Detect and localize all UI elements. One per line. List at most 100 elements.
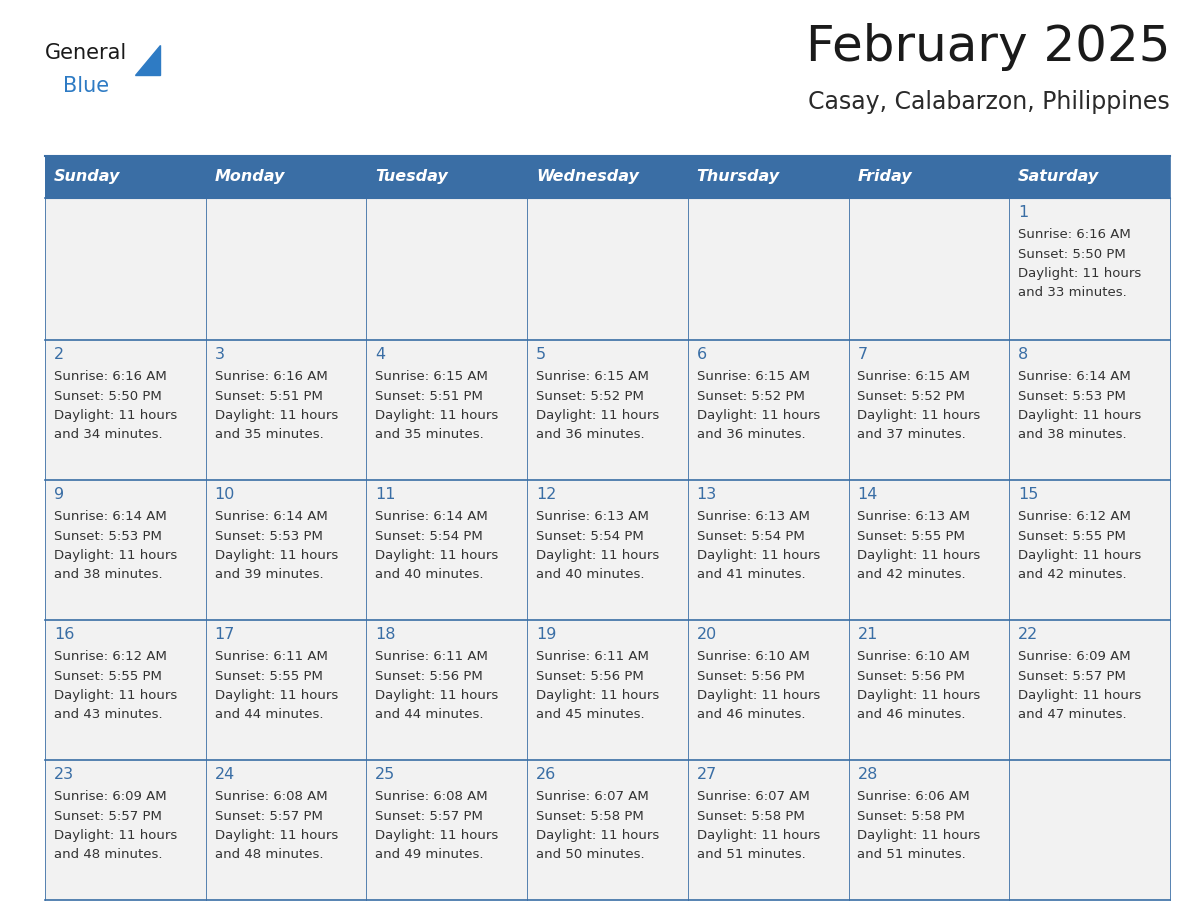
Bar — [688, 340, 848, 480]
Text: Sunrise: 6:15 AM: Sunrise: 6:15 AM — [696, 370, 809, 383]
Text: and 51 minutes.: and 51 minutes. — [696, 848, 805, 861]
Text: Sunset: 5:56 PM: Sunset: 5:56 PM — [536, 669, 644, 682]
Text: Friday: Friday — [858, 170, 912, 185]
Text: and 34 minutes.: and 34 minutes. — [53, 429, 163, 442]
Bar — [1010, 340, 1170, 480]
Text: Sunrise: 6:07 AM: Sunrise: 6:07 AM — [696, 790, 809, 803]
Text: Sunset: 5:50 PM: Sunset: 5:50 PM — [1018, 248, 1126, 261]
Text: and 38 minutes.: and 38 minutes. — [53, 568, 163, 581]
Text: Sunrise: 6:08 AM: Sunrise: 6:08 AM — [375, 790, 488, 803]
Bar — [45, 198, 206, 340]
Text: 8: 8 — [1018, 347, 1029, 362]
Text: and 48 minutes.: and 48 minutes. — [215, 848, 323, 861]
Text: Daylight: 11 hours: Daylight: 11 hours — [375, 549, 499, 562]
Text: 9: 9 — [53, 487, 64, 502]
Text: Sunset: 5:53 PM: Sunset: 5:53 PM — [53, 530, 162, 543]
Text: Wednesday: Wednesday — [536, 170, 639, 185]
Text: 23: 23 — [53, 767, 74, 782]
Text: Daylight: 11 hours: Daylight: 11 hours — [1018, 409, 1142, 422]
Text: Sunrise: 6:11 AM: Sunrise: 6:11 AM — [215, 650, 328, 663]
Text: Saturday: Saturday — [1018, 170, 1099, 185]
Text: Daylight: 11 hours: Daylight: 11 hours — [215, 409, 337, 422]
Text: Daylight: 11 hours: Daylight: 11 hours — [858, 829, 980, 842]
Text: Daylight: 11 hours: Daylight: 11 hours — [696, 409, 820, 422]
Text: and 36 minutes.: and 36 minutes. — [536, 429, 645, 442]
Text: Sunset: 5:55 PM: Sunset: 5:55 PM — [215, 669, 322, 682]
Text: and 46 minutes.: and 46 minutes. — [858, 709, 966, 722]
Text: Daylight: 11 hours: Daylight: 11 hours — [1018, 549, 1142, 562]
Text: Sunset: 5:51 PM: Sunset: 5:51 PM — [215, 389, 322, 402]
Bar — [848, 198, 1010, 340]
Text: Sunrise: 6:10 AM: Sunrise: 6:10 AM — [858, 650, 971, 663]
Text: 18: 18 — [375, 627, 396, 642]
Bar — [366, 198, 527, 340]
Text: 21: 21 — [858, 627, 878, 642]
Text: Sunrise: 6:14 AM: Sunrise: 6:14 AM — [375, 510, 488, 523]
Bar — [45, 156, 1170, 198]
Text: Casay, Calabarzon, Philippines: Casay, Calabarzon, Philippines — [808, 90, 1170, 114]
Text: Sunset: 5:56 PM: Sunset: 5:56 PM — [858, 669, 965, 682]
Bar — [688, 198, 848, 340]
Text: Sunset: 5:57 PM: Sunset: 5:57 PM — [215, 810, 322, 823]
Text: Sunset: 5:54 PM: Sunset: 5:54 PM — [375, 530, 484, 543]
Text: Daylight: 11 hours: Daylight: 11 hours — [858, 549, 980, 562]
Text: Sunset: 5:53 PM: Sunset: 5:53 PM — [215, 530, 322, 543]
Text: Daylight: 11 hours: Daylight: 11 hours — [1018, 689, 1142, 702]
Text: and 43 minutes.: and 43 minutes. — [53, 709, 163, 722]
Bar — [206, 480, 366, 620]
Bar — [45, 340, 206, 480]
Bar — [45, 760, 206, 900]
Bar — [848, 620, 1010, 760]
Text: and 50 minutes.: and 50 minutes. — [536, 848, 645, 861]
Text: 6: 6 — [696, 347, 707, 362]
Text: and 38 minutes.: and 38 minutes. — [1018, 429, 1126, 442]
Text: February 2025: February 2025 — [805, 23, 1170, 71]
Bar — [366, 620, 527, 760]
Bar — [1010, 480, 1170, 620]
Text: Daylight: 11 hours: Daylight: 11 hours — [375, 409, 499, 422]
Text: and 42 minutes.: and 42 minutes. — [1018, 568, 1126, 581]
Text: 12: 12 — [536, 487, 556, 502]
Text: 28: 28 — [858, 767, 878, 782]
Text: Daylight: 11 hours: Daylight: 11 hours — [53, 549, 177, 562]
Text: Sunrise: 6:11 AM: Sunrise: 6:11 AM — [375, 650, 488, 663]
Text: and 35 minutes.: and 35 minutes. — [215, 429, 323, 442]
Text: Sunset: 5:57 PM: Sunset: 5:57 PM — [375, 810, 484, 823]
Text: Sunrise: 6:15 AM: Sunrise: 6:15 AM — [536, 370, 649, 383]
Text: Sunset: 5:52 PM: Sunset: 5:52 PM — [858, 389, 966, 402]
Bar — [206, 620, 366, 760]
Bar — [688, 620, 848, 760]
Text: Sunrise: 6:13 AM: Sunrise: 6:13 AM — [536, 510, 649, 523]
Text: Sunday: Sunday — [53, 170, 120, 185]
Text: Sunset: 5:55 PM: Sunset: 5:55 PM — [1018, 530, 1126, 543]
Text: Sunrise: 6:11 AM: Sunrise: 6:11 AM — [536, 650, 649, 663]
Text: and 40 minutes.: and 40 minutes. — [375, 568, 484, 581]
Text: 20: 20 — [696, 627, 716, 642]
Text: Daylight: 11 hours: Daylight: 11 hours — [858, 409, 980, 422]
Bar — [527, 620, 688, 760]
Text: 3: 3 — [215, 347, 225, 362]
Bar — [688, 760, 848, 900]
Text: and 44 minutes.: and 44 minutes. — [215, 709, 323, 722]
Text: Sunrise: 6:16 AM: Sunrise: 6:16 AM — [53, 370, 166, 383]
Bar — [1010, 198, 1170, 340]
Text: Daylight: 11 hours: Daylight: 11 hours — [53, 829, 177, 842]
Text: Sunrise: 6:09 AM: Sunrise: 6:09 AM — [53, 790, 166, 803]
Text: Daylight: 11 hours: Daylight: 11 hours — [53, 409, 177, 422]
Text: Sunset: 5:56 PM: Sunset: 5:56 PM — [375, 669, 484, 682]
Text: Daylight: 11 hours: Daylight: 11 hours — [375, 829, 499, 842]
Text: and 45 minutes.: and 45 minutes. — [536, 709, 645, 722]
Text: 15: 15 — [1018, 487, 1038, 502]
Text: and 33 minutes.: and 33 minutes. — [1018, 286, 1127, 299]
Text: Sunset: 5:58 PM: Sunset: 5:58 PM — [696, 810, 804, 823]
Text: and 48 minutes.: and 48 minutes. — [53, 848, 163, 861]
Bar — [45, 620, 206, 760]
Text: Sunset: 5:54 PM: Sunset: 5:54 PM — [696, 530, 804, 543]
Text: Sunrise: 6:14 AM: Sunrise: 6:14 AM — [53, 510, 166, 523]
Text: Sunrise: 6:15 AM: Sunrise: 6:15 AM — [375, 370, 488, 383]
Text: Sunrise: 6:12 AM: Sunrise: 6:12 AM — [53, 650, 166, 663]
Text: 27: 27 — [696, 767, 716, 782]
Text: 16: 16 — [53, 627, 74, 642]
Bar — [848, 340, 1010, 480]
Text: Sunrise: 6:14 AM: Sunrise: 6:14 AM — [215, 510, 328, 523]
